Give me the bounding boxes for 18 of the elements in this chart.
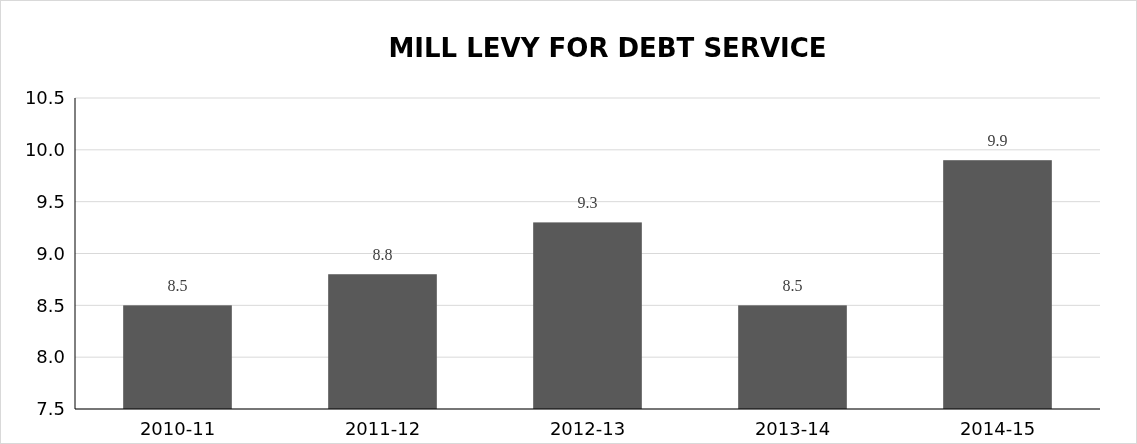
y-tick-label: 10.0 <box>24 139 65 161</box>
data-label: 8.5 <box>782 277 803 295</box>
data-label: 9.9 <box>987 132 1008 150</box>
data-label: 8.8 <box>372 246 393 264</box>
data-label: 8.5 <box>167 277 188 295</box>
chart-title: MILL LEVY FOR DEBT SERVICE <box>388 33 827 63</box>
x-tick-label: 2010-11 <box>139 418 216 439</box>
y-tick-label: 10.5 <box>24 87 65 109</box>
x-tick-label: 2013-14 <box>754 418 831 439</box>
y-tick-label: 9.0 <box>36 242 65 264</box>
x-tick-label: 2012-13 <box>549 418 626 439</box>
y-tick-label: 8.5 <box>36 294 65 316</box>
y-tick-label: 8.0 <box>36 346 65 368</box>
x-tick-label: 2011-12 <box>344 418 421 439</box>
x-tick-label: 2014-15 <box>959 418 1036 439</box>
y-tick-label: 9.5 <box>36 190 65 212</box>
y-tick-label: 7.5 <box>36 398 65 420</box>
data-label: 9.3 <box>577 194 598 212</box>
